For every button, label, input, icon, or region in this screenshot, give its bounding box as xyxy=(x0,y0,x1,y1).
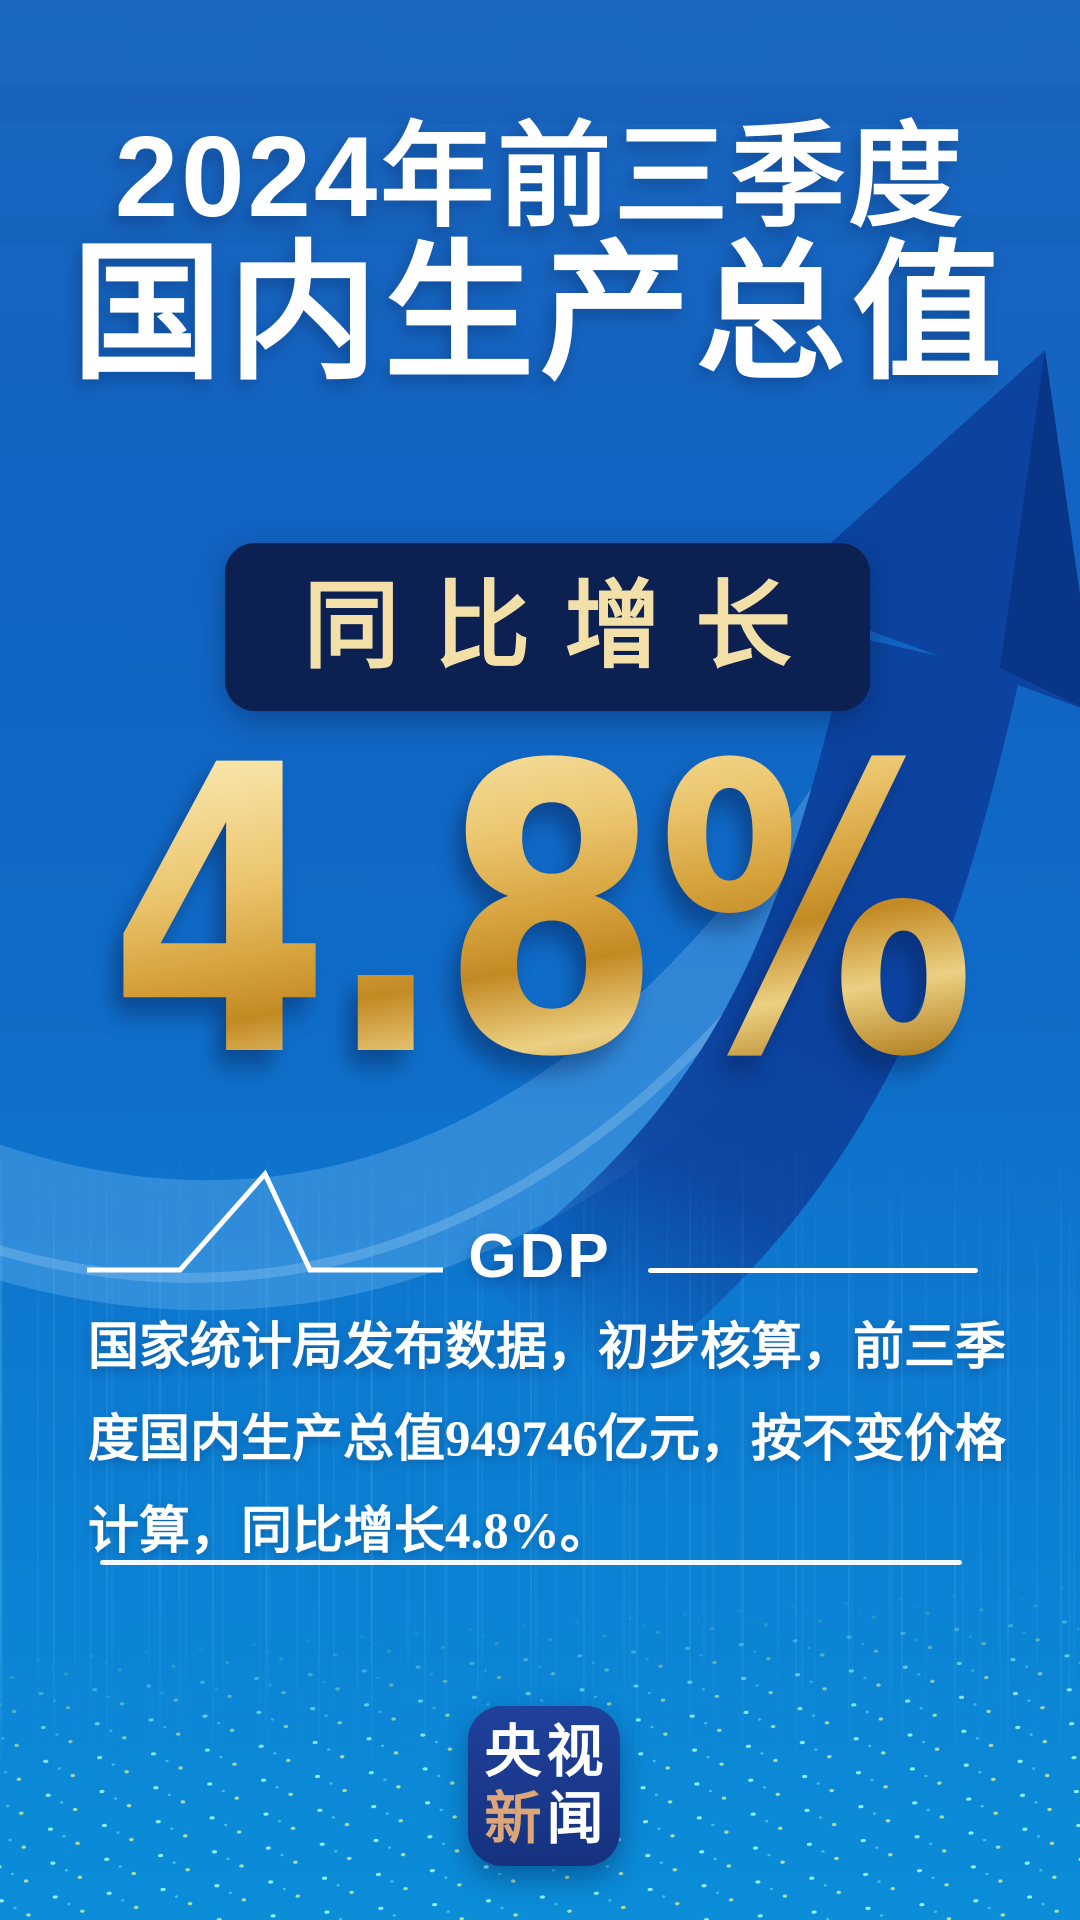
growth-rate-value: 4.8% xyxy=(109,681,975,1144)
arrow-head-facet xyxy=(1000,350,1080,706)
bottom-rule xyxy=(100,1560,962,1565)
logo-row-1: 央视 xyxy=(484,1720,609,1784)
yoy-growth-badge: 同比增长 xyxy=(225,543,870,711)
title-line1: 2024年前三季度 xyxy=(114,114,966,241)
logo-rest-char: 闻 xyxy=(546,1787,609,1851)
line-chart-spike-decoration xyxy=(87,1169,443,1273)
body-line-1: 国家统计局发布数据，初步核算，前三季 xyxy=(88,1320,1007,1376)
gdp-section-label: GDP xyxy=(468,1222,612,1291)
body-paragraph: 国家统计局发布数据，初步核算，前三季 度国内生产总值949746亿元，按不变价格… xyxy=(88,1302,1007,1578)
cctv-news-logo: 央视 新闻 xyxy=(468,1706,620,1866)
body-line-3: 计算，同比增长4.8%。 xyxy=(88,1504,611,1560)
arrow-shaft xyxy=(487,635,1021,1410)
logo-accent-char: 新 xyxy=(484,1787,547,1851)
yoy-growth-badge-label: 同比增长 xyxy=(303,573,826,680)
title-line2: 国内生产总值 xyxy=(71,229,1008,397)
logo-row-2: 新闻 xyxy=(485,1791,609,1848)
body-line-2: 度国内生产总值949746亿元，按不变价格 xyxy=(88,1412,1007,1468)
gdp-divider-line xyxy=(648,1268,978,1273)
